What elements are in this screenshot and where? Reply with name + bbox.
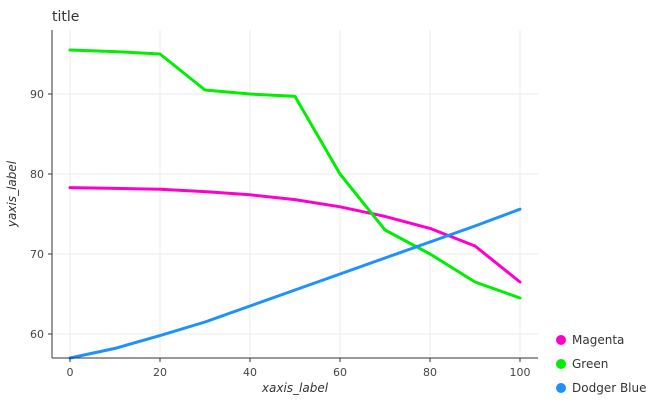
y-tick-label: 70 (30, 248, 44, 261)
y-axis-title: yaxis_label (5, 160, 19, 228)
x-tick-label: 100 (510, 366, 531, 379)
legend-marker-dodger-blue (556, 383, 566, 393)
legend-marker-green (556, 359, 566, 369)
y-tick-label: 80 (30, 168, 44, 181)
x-tick-label: 60 (333, 366, 347, 379)
legend-label-green: Green (572, 357, 608, 371)
legend: Magenta Green Dodger Blue (556, 333, 647, 395)
legend-label-magenta: Magenta (572, 333, 624, 347)
grid (52, 30, 538, 358)
legend-label-dodger-blue: Dodger Blue (572, 381, 647, 395)
series-group (68, 48, 522, 360)
chart-title: title (52, 9, 79, 25)
tick-labels: 0 20 40 60 80 100 60 70 80 90 (30, 88, 531, 379)
x-axis-title: xaxis_label (261, 381, 329, 395)
x-tick-label: 0 (67, 366, 74, 379)
y-tick-label: 90 (30, 88, 44, 101)
series-line-magenta (68, 186, 522, 284)
x-tick-label: 40 (243, 366, 257, 379)
x-tick-label: 20 (153, 366, 167, 379)
y-tick-label: 60 (30, 328, 44, 341)
legend-marker-magenta (556, 335, 566, 345)
x-tick-label: 80 (423, 366, 437, 379)
axes (51, 30, 538, 359)
series-line-dodger-blue (68, 207, 522, 360)
series-line-green (68, 48, 522, 300)
